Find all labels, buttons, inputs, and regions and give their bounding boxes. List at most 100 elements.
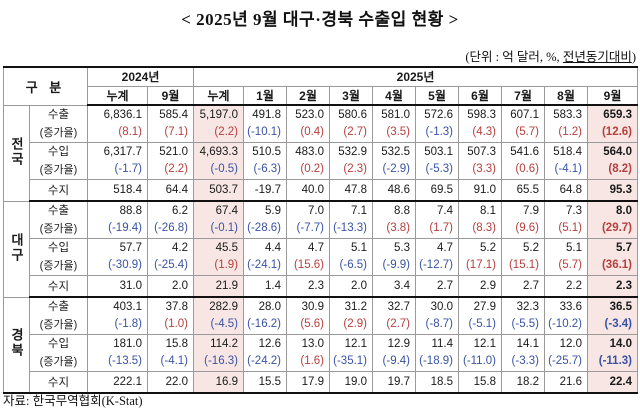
cell-대구-balance-8: 2.9 [458,275,503,298]
cell-경북-balance-10: 21.6 [544,371,589,394]
cell-rate: (-5.1) [468,318,497,330]
header-col-2024-1: 9월 [147,85,195,106]
cell-대구-import-4: 4.7 (15.6) [286,238,331,276]
cell-rate: (-6.3) [253,163,282,175]
cell-전국-import-4: 483.0 (0.2) [286,142,331,180]
cell-대구-export-7: 7.4 (1.7) [415,200,460,239]
cell-rate: (9.6) [515,222,540,234]
row-전국-export: 전국 수출 (증가율) 6,836.1 (8.1) 585.4 (7.1) 5,197.0 (2… [3,104,639,202]
cell-전국-import-6: 532.5 (-2.9) [372,142,417,180]
cell-rate: (-7.7) [296,222,325,234]
cell-경북-import-5: 12.1 (-35.1) [329,334,374,372]
cell-value: 483.0 [295,146,325,158]
unit-note-underlined: 전년동기대비 [562,50,632,64]
cell-전국-import-9: 541.6 (0.6) [501,142,546,180]
region-label-2: 경북 [3,296,30,394]
cell-value: 523.0 [295,109,325,121]
cell-대구-import-11: 5.7 (36.1) [587,238,639,276]
cell-rate: (-9.4) [382,355,411,367]
cell-경북-import-6: 12.9 (-9.4) [372,334,417,372]
cell-value: 13.0 [301,338,325,350]
cell-rate: (4.3) [472,126,497,138]
cell-value: 564.0 [603,146,633,158]
cell-대구-balance-10: 2.2 [544,275,589,298]
cell-rate: (36.1) [601,259,633,271]
cell-rate: (-5.5) [511,318,540,330]
cell-전국-balance-8: 91.0 [458,179,503,202]
cell-경북-export-9: 32.3 (-5.5) [501,296,546,335]
cell-전국-balance-6: 48.6 [372,179,417,202]
row-전국-import: 수입 (증가율) 6,317.7 (-1.7) 521.0 (2.2) 4,693.3 (-0… [4,142,639,180]
row-전국-balance: 수지 518.4 64.4 503.7 -19.7 40.0 47.8 48.6 69.5 91.… [4,179,639,202]
row-label-sub: (증가율) [39,223,78,235]
header-col-2025-3: 3월 [329,85,374,106]
cell-전국-import-3: 510.5 (-6.3) [243,142,288,180]
cell-value: 12.9 [387,338,411,350]
cell-전국-balance-9: 65.5 [501,179,546,202]
cell-전국-export-8: 598.3 (4.3) [458,104,503,143]
cell-전국-balance-4: 40.0 [286,179,331,202]
cell-value: 518.4 [553,146,583,158]
cell-대구-export-0: 88.8 (-19.4) [87,200,149,239]
cell-rate: (-13.3) [333,222,368,234]
cell-경북-balance-4: 17.9 [286,371,331,394]
cell-value: 491.8 [252,109,282,121]
cell-전국-balance-5: 47.8 [329,179,374,202]
cell-전국-balance-10: 64.8 [544,179,589,202]
cell-대구-import-0: 57.7 (-30.9) [87,238,149,276]
cell-대구-import-2: 45.5 (1.9) [193,238,245,276]
cell-전국-import-7: 503.1 (-5.3) [415,142,460,180]
header-months-row: 누계 9월 누계 1월 2월 3월 4월 5월 6월 7월 8월 9월 [4,85,639,106]
cell-대구-balance-2: 21.9 [193,275,245,298]
cell-value: 607.1 [510,109,540,121]
cell-rate: (2.9) [343,318,368,330]
cell-전국-import-8: 507.3 (3.3) [458,142,503,180]
cell-전국-import-0: 6,317.7 (-1.7) [87,142,149,180]
cell-value: 7.3 [566,205,583,217]
cell-value: 6,836.1 [103,109,143,121]
row-label-balance-2: 수지 [28,371,89,394]
cell-경북-import-11: 14.0 (-11.3) [587,334,639,372]
cell-경북-export-11: 36.5 (-3.4) [587,296,639,335]
cell-전국-export-5: 580.6 (2.7) [329,104,374,143]
cell-value: 5,197.0 [199,109,239,121]
cell-경북-export-2: 282.9 (-4.5) [193,296,245,335]
row-label-main: 수출 [47,205,70,217]
cell-rate: (2.3) [343,163,368,175]
cell-전국-import-2: 4,693.3 (-0.5) [193,142,245,180]
cell-대구-import-8: 5.2 (17.1) [458,238,503,276]
cell-rate: (2.2) [164,163,189,175]
cell-rate: (1.2) [558,126,583,138]
cell-rate: (-0.5) [210,163,239,175]
cell-value: 67.4 [215,205,239,217]
cell-대구-export-10: 7.3 (5.1) [544,200,589,239]
cell-rate: (0.2) [300,163,325,175]
cell-value: 30.9 [301,301,325,313]
cell-value: 12.6 [258,338,282,350]
unit-note-suffix: ) [631,50,636,64]
cell-rate: (-1.3) [425,126,454,138]
header-2024: 2024년 [87,66,195,87]
cell-value: 403.1 [113,301,143,313]
row-label-main: 수입 [47,146,70,158]
cell-전국-balance-3: -19.7 [243,179,288,202]
row-label-balance-0: 수지 [28,179,89,202]
cell-value: 32.3 [516,301,540,313]
table-body: 전국 수출 (증가율) 6,836.1 (8.1) 585.4 (7.1) 5,197.0 (2… [3,104,639,394]
cell-경북-export-0: 403.1 (-1.8) [87,296,149,335]
row-label-main: 수출 [47,301,70,313]
cell-value: 31.2 [344,301,368,313]
header-col-2025-1: 1월 [243,85,288,106]
cell-rate: (-16.2) [247,318,282,330]
cell-rate: (1.9) [214,259,239,271]
row-label-export-2: 수출 (증가율) [28,296,89,335]
cell-대구-balance-6: 3.4 [372,275,417,298]
cell-value: 4.2 [172,242,189,254]
cell-value: 5.1 [351,242,368,254]
cell-value: 5.7 [616,242,633,254]
cell-rate: (2.2) [214,126,239,138]
cell-경북-balance-9: 18.2 [501,371,546,394]
cell-rate: (-18.9) [419,355,454,367]
cell-value: 521.0 [159,146,189,158]
